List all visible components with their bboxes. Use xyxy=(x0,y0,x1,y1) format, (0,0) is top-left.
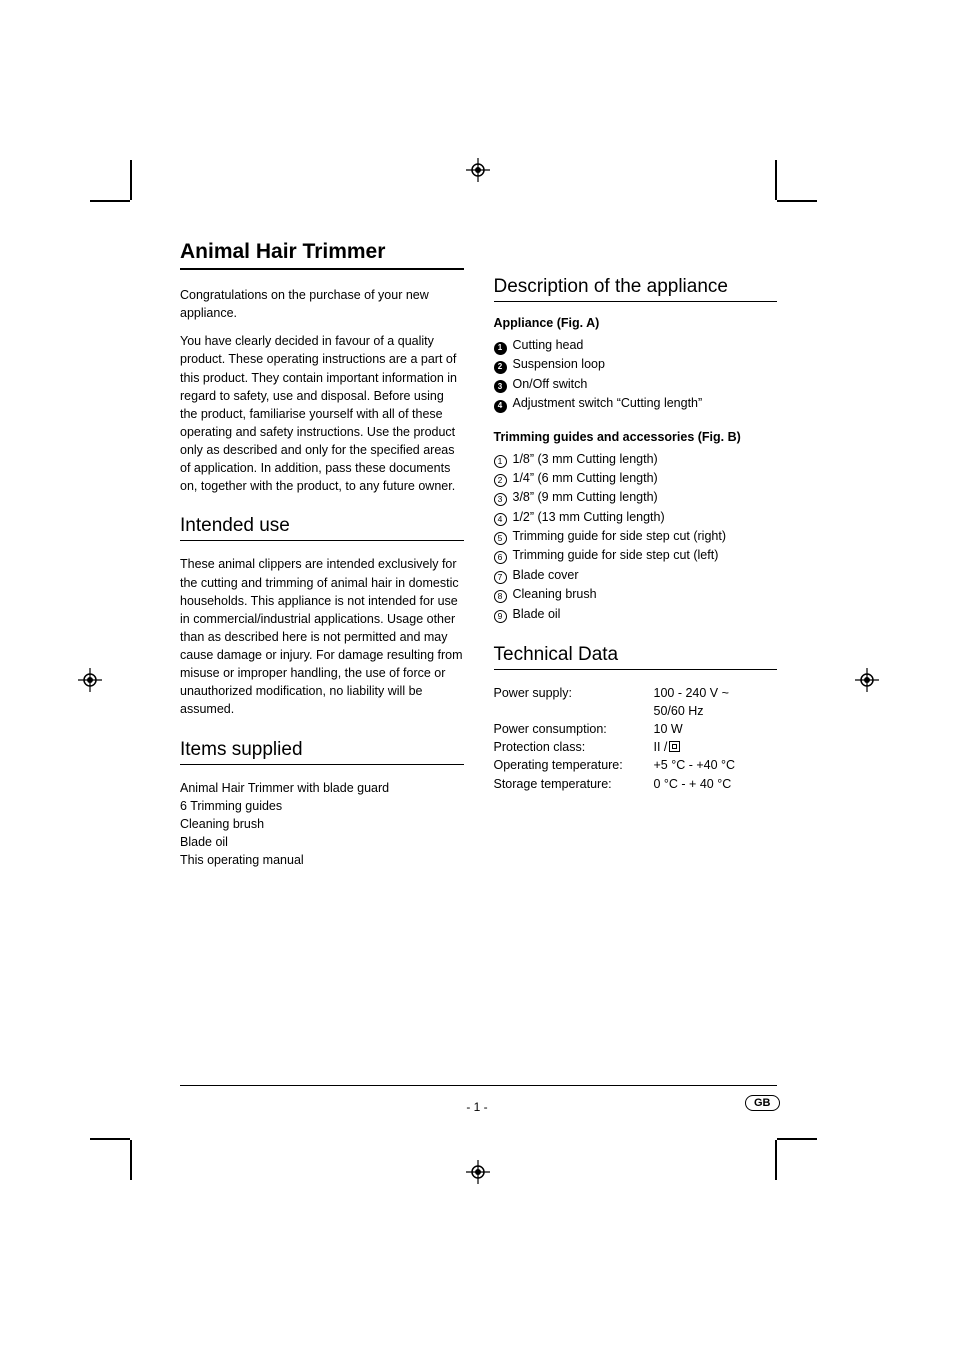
list-item: 4 1/2” (13 mm Cutting length) xyxy=(494,508,778,527)
right-column: Description of the appliance Appliance (… xyxy=(494,240,778,869)
items-supplied-list: Animal Hair Trimmer with blade guard 6 T… xyxy=(180,779,464,870)
tech-value: 50/60 Hz xyxy=(654,702,778,720)
list-item: 2 Suspension loop xyxy=(494,355,778,374)
tech-value: II / xyxy=(654,738,778,756)
list-item-label: On/Off switch xyxy=(513,375,588,394)
language-badge: GB xyxy=(745,1095,780,1111)
crop-mark xyxy=(777,1138,817,1140)
list-item-label: Suspension loop xyxy=(513,355,605,374)
list-item-label: Trimming guide for side step cut (left) xyxy=(513,546,719,565)
marker-outline-icon: 2 xyxy=(494,474,507,487)
marker-outline-icon: 7 xyxy=(494,571,507,584)
list-item-label: 1/8” (3 mm Cutting length) xyxy=(513,450,658,469)
list-item: 5 Trimming guide for side step cut (right… xyxy=(494,527,778,546)
marker-outline-icon: 5 xyxy=(494,532,507,545)
list-item: 6 Trimming guides xyxy=(180,797,464,815)
registration-target-icon xyxy=(466,1160,490,1184)
marker-solid-icon: 2 xyxy=(494,361,507,374)
table-row: Protection class:II / xyxy=(494,738,778,756)
tech-label: Power supply: xyxy=(494,684,654,702)
crop-mark xyxy=(130,1140,132,1180)
list-item: 2 1/4” (6 mm Cutting length) xyxy=(494,469,778,488)
table-row: Power consumption:10 W xyxy=(494,720,778,738)
list-item-label: 1/2” (13 mm Cutting length) xyxy=(513,508,665,527)
marker-solid-icon: 3 xyxy=(494,380,507,393)
tech-label: Operating temperature: xyxy=(494,756,654,774)
list-item-label: Blade cover xyxy=(513,566,579,585)
class-ii-icon xyxy=(669,741,680,752)
crop-mark xyxy=(775,1140,777,1180)
marker-outline-icon: 4 xyxy=(494,513,507,526)
list-item: 6 Trimming guide for side step cut (left) xyxy=(494,546,778,565)
list-item: Cleaning brush xyxy=(180,815,464,833)
list-item-label: Blade oil xyxy=(513,605,561,624)
marker-outline-icon: 9 xyxy=(494,610,507,623)
list-item: 1 1/8” (3 mm Cutting length) xyxy=(494,450,778,469)
fig-b-list: 1 1/8” (3 mm Cutting length) 2 1/4” (6 mm … xyxy=(494,450,778,624)
footer-rule xyxy=(180,1085,777,1086)
marker-outline-icon: 1 xyxy=(494,455,507,468)
intro-paragraph: You have clearly decided in favour of a … xyxy=(180,332,464,495)
marker-solid-icon: 4 xyxy=(494,400,507,413)
crop-mark xyxy=(777,200,817,202)
page-number: - 1 - xyxy=(0,1100,954,1114)
registration-target-icon xyxy=(855,668,879,692)
fig-a-list: 1 Cutting head 2 Suspension loop 3 On/Off s… xyxy=(494,336,778,414)
section-heading-intended-use: Intended use xyxy=(180,515,464,541)
tech-value: 0 °C - + 40 °C xyxy=(654,775,778,793)
left-column: Animal Hair Trimmer Congratulations on t… xyxy=(180,240,464,869)
table-row: Operating temperature:+5 °C - +40 °C xyxy=(494,756,778,774)
table-row: 50/60 Hz xyxy=(494,702,778,720)
intro-paragraph: Congratulations on the purchase of your … xyxy=(180,286,464,322)
tech-value: 100 - 240 V ~ xyxy=(654,684,778,702)
list-item: 3 3/8” (9 mm Cutting length) xyxy=(494,488,778,507)
list-item: 8 Cleaning brush xyxy=(494,585,778,604)
list-item: 7 Blade cover xyxy=(494,566,778,585)
list-item: 9 Blade oil xyxy=(494,605,778,624)
list-item-label: Cutting head xyxy=(513,336,584,355)
subheading-fig-b: Trimming guides and accessories (Fig. B) xyxy=(494,430,778,444)
technical-data-table: Power supply:100 - 240 V ~ 50/60 Hz Powe… xyxy=(494,684,778,793)
section-heading-technical-data: Technical Data xyxy=(494,644,778,670)
list-item-label: 1/4” (6 mm Cutting length) xyxy=(513,469,658,488)
marker-solid-icon: 1 xyxy=(494,342,507,355)
crop-mark xyxy=(775,160,777,200)
tech-value-text: II / xyxy=(654,740,668,754)
registration-target-icon xyxy=(78,668,102,692)
list-item: Animal Hair Trimmer with blade guard xyxy=(180,779,464,797)
list-item-label: Trimming guide for side step cut (right) xyxy=(513,527,727,546)
list-item: 3 On/Off switch xyxy=(494,375,778,394)
list-item: 1 Cutting head xyxy=(494,336,778,355)
section-heading-description: Description of the appliance xyxy=(494,276,778,302)
section-heading-items-supplied: Items supplied xyxy=(180,739,464,765)
list-item-label: Adjustment switch “Cutting length” xyxy=(513,394,703,413)
marker-outline-icon: 8 xyxy=(494,590,507,603)
page-content: Animal Hair Trimmer Congratulations on t… xyxy=(180,240,777,869)
intended-use-body: These animal clippers are intended exclu… xyxy=(180,555,464,718)
tech-label: Storage temperature: xyxy=(494,775,654,793)
list-item-label: 3/8” (9 mm Cutting length) xyxy=(513,488,658,507)
tech-value: +5 °C - +40 °C xyxy=(654,756,778,774)
crop-mark xyxy=(130,160,132,200)
list-item: Blade oil xyxy=(180,833,464,851)
tech-value: 10 W xyxy=(654,720,778,738)
tech-label: Power consumption: xyxy=(494,720,654,738)
list-item: This operating manual xyxy=(180,851,464,869)
marker-outline-icon: 6 xyxy=(494,551,507,564)
crop-mark xyxy=(90,1138,130,1140)
crop-mark xyxy=(90,200,130,202)
subheading-fig-a: Appliance (Fig. A) xyxy=(494,316,778,330)
list-item: 4 Adjustment switch “Cutting length” xyxy=(494,394,778,413)
table-row: Storage temperature:0 °C - + 40 °C xyxy=(494,775,778,793)
tech-label: Protection class: xyxy=(494,738,654,756)
list-item-label: Cleaning brush xyxy=(513,585,597,604)
registration-target-icon xyxy=(466,158,490,182)
marker-outline-icon: 3 xyxy=(494,493,507,506)
table-row: Power supply:100 - 240 V ~ xyxy=(494,684,778,702)
tech-label xyxy=(494,702,654,720)
page-title: Animal Hair Trimmer xyxy=(180,240,464,270)
